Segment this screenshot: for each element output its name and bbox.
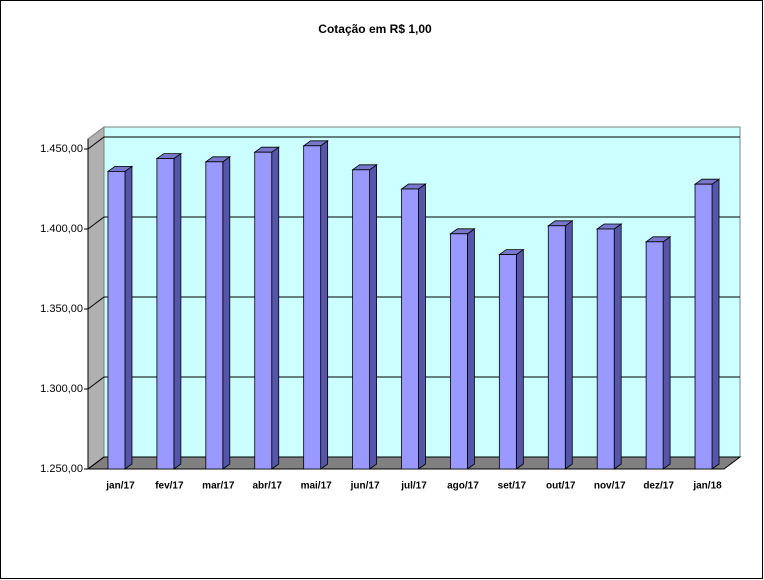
bar [450, 233, 468, 470]
y-tick-label: 1.400,00 [40, 223, 83, 235]
y-tick-label: 1.300,00 [40, 383, 83, 395]
x-tick-label: fev/17 [155, 481, 184, 492]
bar-side [564, 220, 573, 470]
x-tick-label: jul/17 [400, 481, 427, 492]
bar-side [222, 156, 231, 470]
bar-side [418, 183, 426, 470]
bar-side [662, 236, 671, 470]
y-tick-label: 1.250,00 [40, 463, 83, 475]
bar [498, 254, 517, 470]
bar-side [124, 165, 133, 470]
grid-line [87, 456, 740, 470]
x-tick-label: jan/18 [692, 481, 722, 492]
grid-line [87, 376, 740, 390]
chart-title: Cotação em R$ 1,00 [318, 22, 432, 36]
side-wall [87, 126, 105, 470]
bar-side [711, 178, 720, 470]
x-tick-label: abr/17 [252, 481, 282, 492]
bar [596, 228, 615, 470]
bar-side [173, 152, 182, 470]
grid-line [87, 296, 740, 310]
bar [254, 151, 273, 470]
bar-side [613, 223, 622, 470]
x-tick-label: ago/17 [447, 481, 479, 492]
bar [303, 145, 322, 470]
x-tick-label: jun/17 [350, 481, 380, 492]
bar-side [320, 140, 329, 470]
bar [547, 225, 566, 470]
bar-side [467, 228, 475, 470]
bar-side [515, 248, 524, 470]
bar [107, 170, 126, 470]
bar [645, 241, 664, 470]
bar [352, 169, 370, 470]
grid-line [87, 136, 740, 150]
x-tick-label: mar/17 [202, 481, 235, 492]
bar [401, 188, 419, 470]
y-tick-label: 1.450,00 [40, 143, 83, 155]
x-tick-label: dez/17 [643, 481, 674, 492]
x-tick-label: out/17 [546, 481, 576, 492]
x-tick-label: jan/17 [105, 481, 135, 492]
bar [156, 158, 175, 470]
grid-line [87, 216, 740, 230]
bar-side [369, 164, 377, 470]
bar [205, 161, 224, 470]
bar-side [271, 146, 280, 470]
x-tick-label: set/17 [498, 481, 527, 492]
x-tick-label: nov/17 [594, 481, 626, 492]
x-tick-label: mai/17 [301, 481, 333, 492]
y-tick-label: 1.350,00 [40, 303, 83, 315]
bar [694, 183, 713, 470]
